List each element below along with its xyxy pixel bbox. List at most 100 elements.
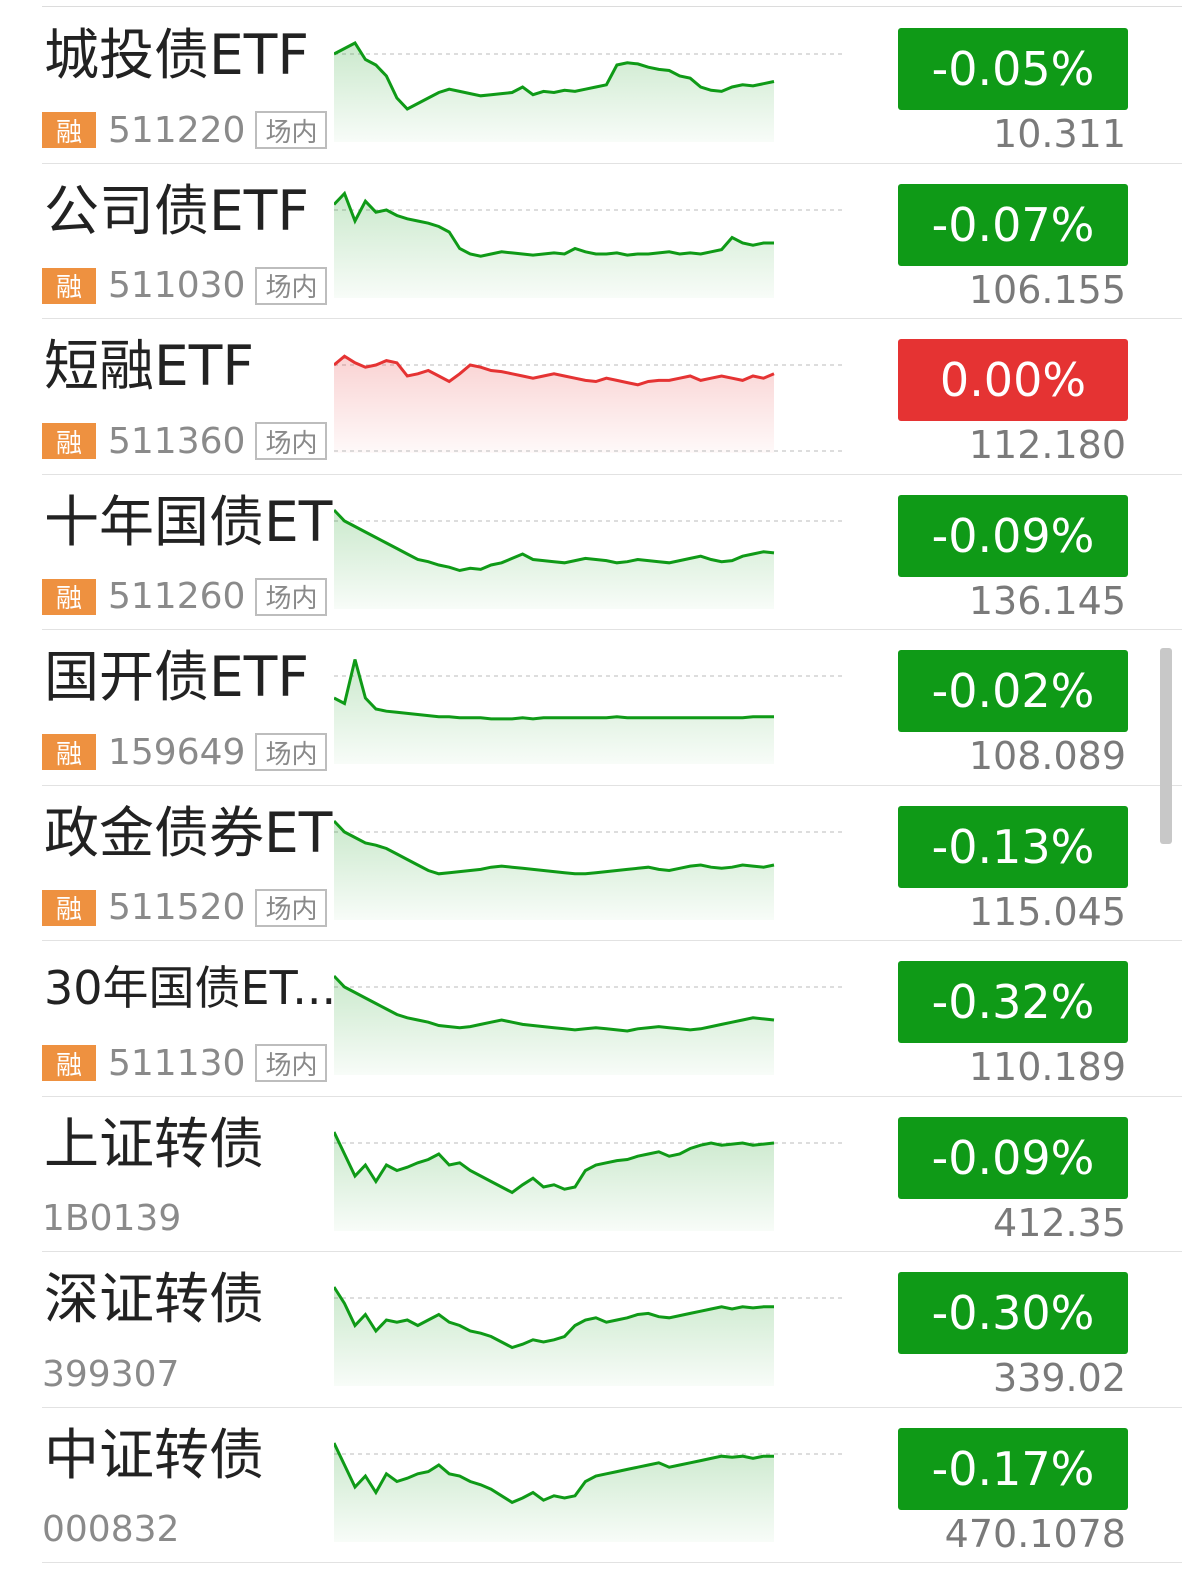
top-divider bbox=[42, 6, 1182, 7]
security-meta: 融 511520 场内 bbox=[42, 887, 328, 928]
security-name: 国开债ETF bbox=[44, 645, 309, 709]
change-percent-badge[interactable]: -0.05% bbox=[898, 28, 1128, 110]
margin-tag: 融 bbox=[42, 889, 96, 926]
quote-row[interactable]: 政金债券ETF 融 511520 场内 -0.13% 115.045 bbox=[0, 786, 1182, 942]
quote-row[interactable]: 城投债ETF 融 511220 场内 -0.05% 10.311 bbox=[0, 8, 1182, 164]
security-name: 30年国债ET... bbox=[44, 961, 334, 1015]
intraday-sparkline bbox=[334, 1286, 844, 1386]
sparkline-area bbox=[334, 976, 774, 1075]
intraday-sparkline bbox=[334, 190, 844, 298]
last-price: 10.311 bbox=[993, 112, 1126, 156]
margin-tag: 融 bbox=[42, 578, 96, 615]
last-price: 108.089 bbox=[968, 734, 1126, 778]
security-name: 十年国债ETF bbox=[44, 489, 334, 554]
sparkline-line bbox=[334, 354, 775, 387]
change-percent-badge[interactable]: -0.30% bbox=[898, 1272, 1128, 1354]
security-code: 511130 bbox=[108, 1042, 246, 1084]
last-price: 412.35 bbox=[993, 1200, 1126, 1245]
sparkline-line bbox=[334, 819, 775, 875]
quote-row[interactable]: 30年国债ET... 融 511130 场内 -0.32% 110.189 bbox=[0, 941, 1182, 1097]
intraday-sparkline bbox=[334, 819, 844, 920]
security-name: 短融ETF bbox=[44, 334, 254, 398]
market-tag: 场内 bbox=[255, 111, 328, 149]
security-name: 城投债ETF bbox=[44, 23, 309, 87]
intraday-sparkline bbox=[334, 508, 844, 609]
change-percent-badge[interactable]: -0.09% bbox=[898, 1116, 1128, 1199]
change-percent-badge[interactable]: -0.09% bbox=[898, 494, 1128, 577]
last-price: 470.1078 bbox=[944, 1511, 1126, 1556]
security-name: 公司债ETF bbox=[44, 178, 309, 243]
last-price: 112.180 bbox=[968, 423, 1126, 467]
scrollbar[interactable] bbox=[1160, 648, 1172, 844]
security-meta: 融 511260 场内 bbox=[42, 576, 328, 617]
change-percent-badge[interactable]: -0.13% bbox=[898, 805, 1128, 888]
security-code: 511360 bbox=[108, 420, 246, 462]
last-price: 339.02 bbox=[993, 1356, 1126, 1400]
security-meta: 融 511360 场内 bbox=[42, 420, 328, 462]
change-percent-badge[interactable]: 0.00% bbox=[898, 339, 1128, 421]
security-code: 159649 bbox=[108, 731, 246, 773]
last-price: 110.189 bbox=[968, 1045, 1126, 1089]
sparkline-line bbox=[334, 1441, 774, 1504]
intraday-sparkline bbox=[334, 974, 844, 1075]
margin-tag: 融 bbox=[42, 423, 96, 459]
sparkline-line bbox=[334, 659, 774, 721]
margin-tag: 融 bbox=[42, 112, 96, 148]
sparkline-line bbox=[334, 1130, 775, 1194]
security-meta: 融 511030 场内 bbox=[42, 265, 328, 306]
market-tag: 场内 bbox=[255, 1044, 328, 1082]
security-meta: 399307 bbox=[42, 1353, 180, 1395]
quote-row[interactable]: 短融ETF 融 511360 场内 0.00% 112.180 bbox=[0, 319, 1182, 475]
margin-tag: 融 bbox=[42, 1045, 96, 1081]
security-name: 政金债券ETF bbox=[44, 800, 334, 865]
intraday-sparkline bbox=[334, 1130, 844, 1231]
change-percent-badge[interactable]: -0.07% bbox=[898, 183, 1128, 266]
security-code: 511520 bbox=[108, 887, 246, 928]
sparkline-line bbox=[334, 508, 775, 572]
security-meta: 融 511220 场内 bbox=[42, 109, 328, 151]
market-tag: 场内 bbox=[255, 266, 328, 305]
security-meta: 1B0139 bbox=[42, 1198, 182, 1239]
sparkline-area bbox=[334, 820, 774, 920]
market-tag: 场内 bbox=[255, 733, 328, 771]
quote-row[interactable]: 上证转债 1B0139 -0.09% 412.35 bbox=[0, 1097, 1182, 1253]
quote-list: 城投债ETF 融 511220 场内 -0.05% 10.311 公司债ETF 融 511030… bbox=[0, 8, 1182, 1563]
margin-tag: 融 bbox=[42, 267, 96, 304]
sparkline-line bbox=[334, 41, 775, 111]
change-percent-badge[interactable]: -0.02% bbox=[898, 650, 1128, 732]
sparkline-area bbox=[334, 1131, 774, 1231]
quote-row[interactable]: 中证转债 000832 -0.17% 470.1078 bbox=[0, 1408, 1182, 1564]
change-percent-badge[interactable]: -0.32% bbox=[898, 961, 1128, 1043]
quote-row[interactable]: 国开债ETF 融 159649 场内 -0.02% 108.089 bbox=[0, 630, 1182, 786]
security-name: 中证转债 bbox=[44, 1422, 265, 1487]
security-code: 399307 bbox=[42, 1353, 180, 1395]
sparkline-area bbox=[334, 1442, 774, 1542]
intraday-sparkline bbox=[334, 41, 844, 142]
security-meta: 融 511130 场内 bbox=[42, 1042, 328, 1084]
security-code: 511030 bbox=[108, 265, 246, 306]
market-tag: 场内 bbox=[255, 422, 328, 460]
security-code: 511260 bbox=[108, 576, 246, 617]
security-name: 深证转债 bbox=[44, 1267, 265, 1331]
intraday-sparkline bbox=[334, 659, 844, 764]
sparkline-line bbox=[334, 190, 774, 258]
last-price: 106.155 bbox=[968, 267, 1126, 312]
quote-row[interactable]: 深证转债 399307 -0.30% 339.02 bbox=[0, 1252, 1182, 1408]
security-code: 1B0139 bbox=[42, 1198, 182, 1239]
quote-row[interactable]: 十年国债ETF 融 511260 场内 -0.09% 136.145 bbox=[0, 475, 1182, 631]
security-name: 上证转债 bbox=[44, 1111, 265, 1176]
sparkline-line bbox=[334, 1286, 774, 1350]
security-code: 511220 bbox=[108, 109, 246, 151]
intraday-sparkline bbox=[334, 354, 844, 453]
quote-row[interactable]: 公司债ETF 融 511030 场内 -0.07% 106.155 bbox=[0, 164, 1182, 320]
last-price: 115.045 bbox=[968, 889, 1126, 934]
last-price: 136.145 bbox=[968, 578, 1126, 623]
intraday-sparkline bbox=[334, 1441, 844, 1542]
market-tag: 场内 bbox=[255, 888, 328, 927]
sparkline-area bbox=[334, 1287, 774, 1386]
sparkline-line bbox=[334, 974, 775, 1033]
sparkline-area bbox=[334, 356, 774, 453]
market-tag: 场内 bbox=[255, 577, 328, 616]
change-percent-badge[interactable]: -0.17% bbox=[898, 1427, 1128, 1510]
sparkline-area bbox=[334, 509, 774, 609]
